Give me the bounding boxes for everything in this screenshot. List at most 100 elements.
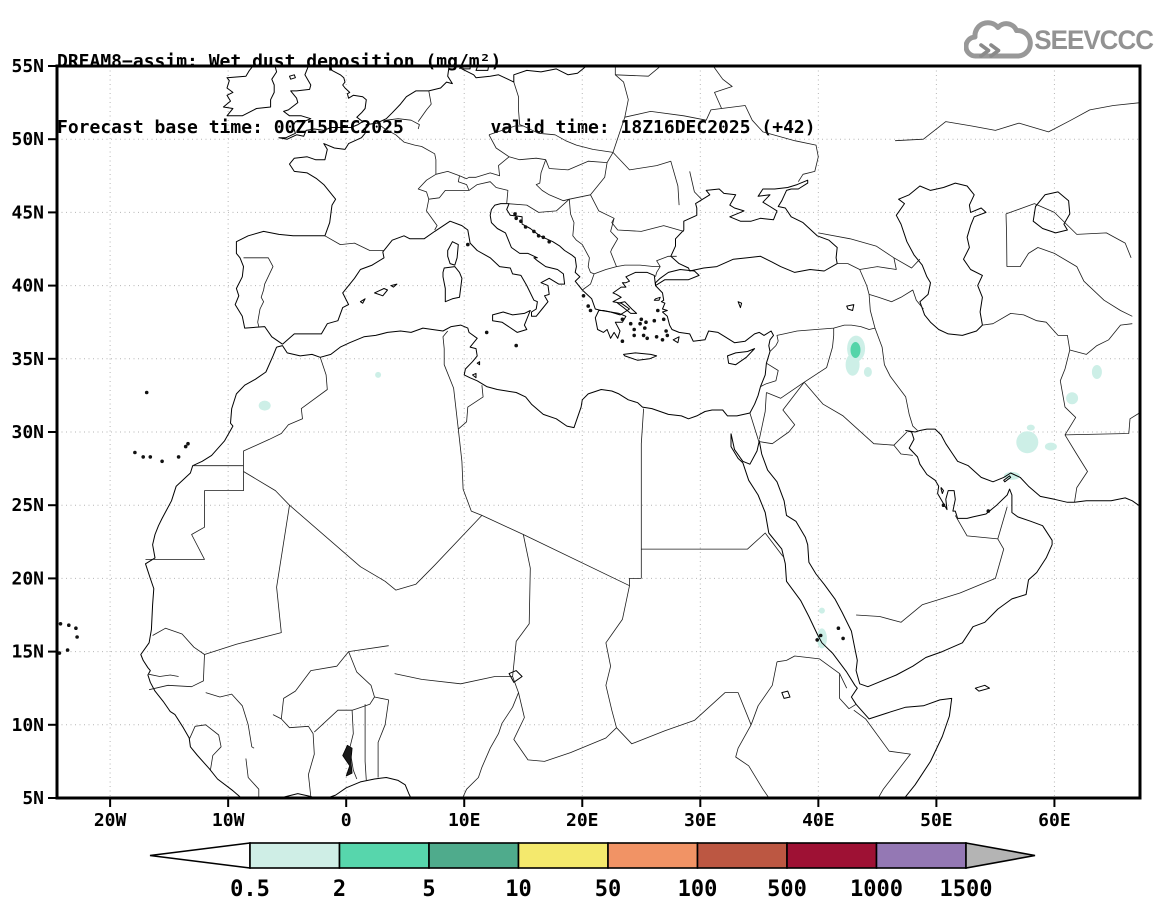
island-speck — [652, 318, 657, 323]
island-speck — [841, 636, 845, 641]
island-or-sea-outline — [655, 269, 700, 287]
border-path — [145, 465, 244, 560]
small-island-specks — [57, 212, 991, 655]
island-speck — [639, 317, 644, 322]
border-path — [856, 592, 961, 623]
colorbar-tick-label: 50 — [595, 877, 622, 902]
island-speck — [620, 317, 625, 322]
border-path — [749, 412, 760, 442]
colorbar-legend: 0.5 2 5 10 50 100 500 1000 1500 — [149, 842, 1036, 902]
border-path — [818, 232, 921, 269]
island-speck — [133, 450, 137, 455]
border-path — [417, 171, 470, 200]
coastline-path — [234, 66, 453, 345]
coastline-path — [222, 66, 278, 117]
island-speck — [815, 638, 819, 642]
dust-patch — [1044, 442, 1057, 451]
border-path — [506, 198, 570, 213]
colorbar-tick-label: 10 — [505, 877, 532, 902]
island-speck — [628, 321, 633, 326]
island-speck — [654, 335, 659, 339]
map-layers — [57, 66, 1140, 798]
island-speck — [466, 242, 470, 247]
colorbar-segment — [607, 842, 699, 869]
island-speck — [818, 633, 823, 638]
dust-patch — [1066, 392, 1079, 405]
island-speck — [160, 459, 164, 464]
border-path — [205, 692, 255, 749]
island-speck — [620, 339, 625, 344]
lon-tick-label: 60E — [1038, 810, 1071, 831]
border-path — [243, 471, 483, 591]
colorbar-segment — [517, 842, 609, 869]
border-path — [769, 341, 779, 352]
island-or-sea-outline — [653, 296, 661, 301]
dust-patch — [375, 371, 382, 378]
border-path — [272, 714, 315, 797]
lon-tick-label: 50E — [920, 810, 953, 831]
lat-tick-label: 40N — [11, 276, 44, 297]
island-speck — [144, 390, 149, 395]
border-path — [513, 692, 617, 762]
border-path — [569, 194, 591, 200]
border-path — [508, 152, 614, 171]
island-speck — [183, 444, 188, 449]
dust-patch — [1016, 431, 1039, 454]
border-path — [512, 534, 531, 677]
island-or-sea-outline — [727, 348, 756, 366]
border-path — [481, 515, 642, 587]
lat-tick-label: 45N — [11, 202, 44, 223]
border-path — [1064, 412, 1140, 436]
border-path — [442, 330, 459, 430]
border-path — [1005, 203, 1132, 258]
border-path — [364, 704, 367, 781]
country-borders — [145, 66, 1140, 798]
colorbar-tick-label: 1000 — [850, 877, 903, 902]
island-speck — [641, 333, 646, 338]
island-speck — [536, 234, 541, 238]
border-path — [590, 162, 677, 267]
lon-tick-label: 40E — [802, 810, 835, 831]
border-path — [188, 724, 222, 771]
border-path — [348, 651, 389, 701]
border-path — [1069, 323, 1133, 355]
border-path — [859, 257, 897, 270]
coastline-path — [594, 310, 627, 339]
logo-text: SEEVCCC — [1034, 24, 1154, 55]
coastline-path — [279, 777, 412, 798]
border-path — [837, 263, 860, 270]
border-path — [612, 152, 680, 206]
island-speck — [532, 229, 536, 234]
island-or-sea-outline — [476, 361, 481, 366]
lat-tick-label: 5N — [22, 788, 44, 809]
border-path — [204, 505, 290, 655]
border-path — [1059, 349, 1088, 503]
colorbar-segment — [786, 842, 878, 869]
border-path — [776, 655, 848, 689]
dust-patch — [863, 367, 872, 377]
island-or-sea-outline — [508, 670, 523, 683]
border-path — [1006, 247, 1133, 317]
grid-lines — [57, 66, 1140, 798]
island-or-sea-outline — [374, 288, 388, 297]
border-path — [959, 506, 1008, 594]
border-path — [459, 134, 510, 180]
island-or-sea-outline — [670, 179, 838, 273]
border-path — [766, 381, 805, 399]
island-or-sea-outline — [895, 182, 987, 336]
axis-ticks-and-labels: 55N 50N 45N 40N 35N 30N 25N 20N 15N 10N 5N 20W 10W 0 1… — [11, 56, 1070, 831]
island-speck — [74, 626, 78, 630]
island-speck — [176, 455, 181, 459]
island-speck — [836, 626, 841, 630]
island-or-sea-outline — [940, 487, 944, 494]
island-speck — [632, 333, 636, 338]
border-path — [426, 199, 438, 231]
colorbar-tick-label: 500 — [767, 877, 807, 902]
border-path — [458, 385, 484, 430]
island-speck — [514, 343, 518, 348]
border-path — [376, 122, 437, 175]
cloud-icon — [964, 20, 1034, 59]
island-speck — [58, 622, 63, 626]
colorbar-over-arrow — [965, 842, 1036, 869]
lake-shape — [342, 744, 353, 777]
